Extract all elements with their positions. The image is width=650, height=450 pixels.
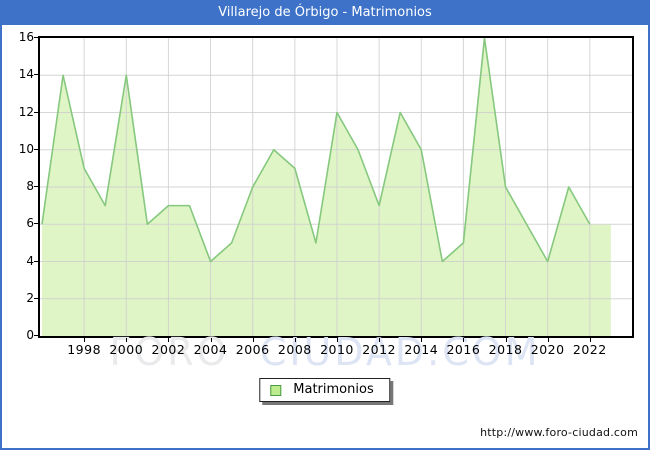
footer-url-link[interactable]: http://www.foro-ciudad.com bbox=[480, 426, 638, 439]
y-axis-tick bbox=[34, 148, 38, 150]
y-axis-tick bbox=[34, 37, 38, 38]
y-axis-tick-label: 16 bbox=[18, 30, 34, 44]
x-axis-tick-label: 2002 bbox=[151, 342, 186, 357]
chart-title-bar: Villarejo de Órbigo - Matrimonios bbox=[2, 0, 648, 25]
x-axis-tick-label: 2022 bbox=[572, 342, 607, 357]
x-axis-tick bbox=[84, 338, 86, 342]
x-axis-tick bbox=[421, 338, 423, 342]
area-chart-canvas bbox=[40, 38, 632, 336]
y-axis-tick-label: 4 bbox=[26, 253, 34, 268]
y-axis-tick-label: 12 bbox=[18, 104, 34, 119]
x-axis-tick bbox=[126, 338, 128, 342]
y-axis-tick-label: 10 bbox=[18, 141, 34, 156]
x-axis-tick bbox=[379, 338, 381, 342]
legend-label: Matrimonios bbox=[293, 382, 374, 397]
x-axis-tick-label: 2020 bbox=[530, 342, 565, 357]
x-axis-tick bbox=[589, 338, 591, 342]
x-axis-tick bbox=[210, 338, 212, 342]
x-axis-tick bbox=[547, 338, 549, 342]
y-axis-tick bbox=[34, 223, 38, 225]
y-axis-tick-label: 0 bbox=[26, 328, 34, 342]
x-axis-tick-label: 2016 bbox=[446, 342, 481, 357]
chart-title: Villarejo de Órbigo - Matrimonios bbox=[218, 5, 432, 20]
y-axis-tick bbox=[34, 335, 38, 336]
y-axis-tick bbox=[34, 260, 38, 262]
y-axis-tick-label: 2 bbox=[26, 290, 34, 305]
x-axis-tick-label: 2018 bbox=[488, 342, 523, 357]
x-axis-tick bbox=[463, 338, 465, 342]
y-axis-tick bbox=[34, 186, 38, 187]
x-axis-tick-label: 2004 bbox=[193, 342, 228, 357]
x-axis-tick-label: 2012 bbox=[362, 342, 397, 357]
x-axis-tick-label: 2000 bbox=[109, 342, 144, 357]
legend: Matrimonios bbox=[259, 378, 391, 402]
y-axis-tick-label: 8 bbox=[26, 179, 34, 193]
x-axis-tick bbox=[336, 338, 338, 342]
plot-area bbox=[38, 36, 634, 338]
y-axis-tick-label: 6 bbox=[26, 216, 34, 231]
y-axis-tick-label: 14 bbox=[18, 67, 34, 82]
legend-swatch-icon bbox=[270, 384, 282, 396]
x-axis-tick bbox=[294, 338, 296, 342]
x-axis-tick-label: 2014 bbox=[404, 342, 439, 357]
y-axis-tick bbox=[34, 74, 38, 76]
x-axis-tick bbox=[168, 338, 170, 342]
x-axis-tick-label: 2008 bbox=[277, 342, 312, 357]
x-axis-tick bbox=[505, 338, 507, 342]
x-axis-tick-label: 1998 bbox=[67, 342, 102, 357]
x-axis-tick-label: 2006 bbox=[235, 342, 270, 357]
x-axis-tick-label: 2010 bbox=[320, 342, 354, 357]
y-axis-tick bbox=[34, 111, 38, 113]
x-axis-tick bbox=[252, 338, 254, 342]
y-axis-tick bbox=[34, 297, 38, 299]
